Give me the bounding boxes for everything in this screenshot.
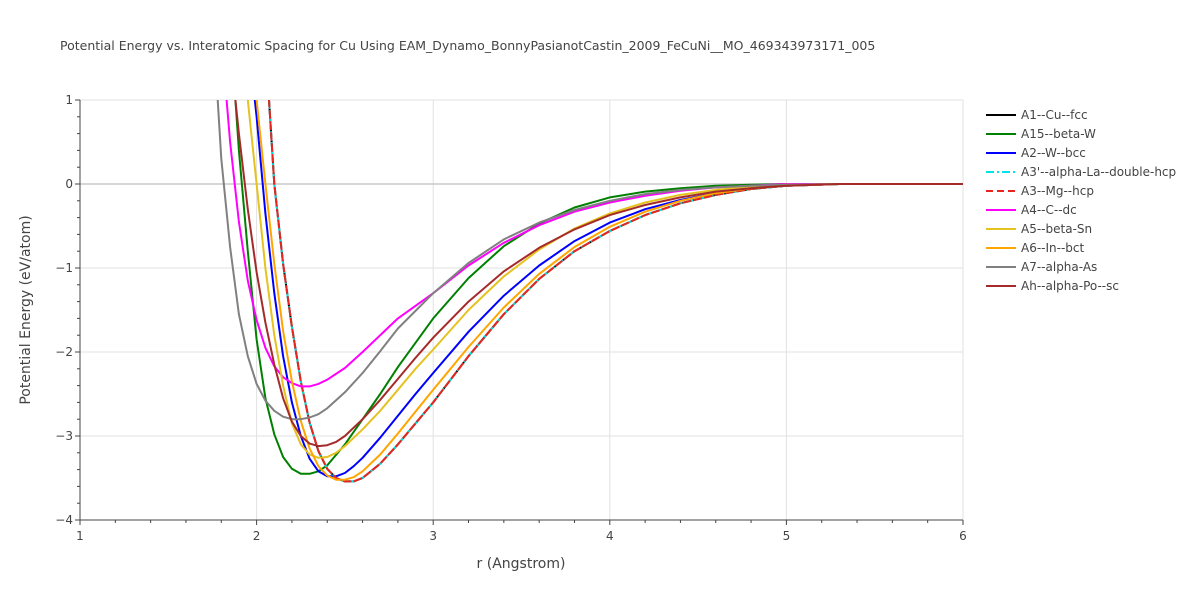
legend-label: A15--beta-W (1021, 127, 1096, 141)
legend-item-4[interactable]: A3--Mg--hcp (986, 184, 1094, 198)
x-tick-label: 3 (429, 529, 437, 543)
legend-item-2[interactable]: A2--W--bcc (986, 146, 1086, 160)
legend-item-6[interactable]: A5--beta-Sn (986, 222, 1092, 236)
x-axis-title: r (Angstrom) (477, 556, 566, 572)
y-tick-label: −3 (55, 429, 73, 443)
legend-item-5[interactable]: A4--C--dc (986, 203, 1077, 217)
y-tick-label: −2 (55, 345, 73, 359)
legend[interactable]: A1--Cu--fcc A15--beta-W A2--W--bcc A3'--alp… (986, 108, 1176, 293)
axes (75, 99, 964, 525)
y-tick-label: −1 (55, 261, 73, 275)
x-tick-label: 4 (606, 529, 614, 543)
legend-label: A5--beta-Sn (1021, 222, 1092, 236)
legend-item-7[interactable]: A6--In--bct (986, 241, 1085, 255)
y-tick-label: −4 (55, 513, 73, 527)
series-line-4 (268, 100, 963, 483)
y-axis-title: Potential Energy (eV/atom) (18, 215, 34, 404)
x-tick-label: 6 (959, 529, 967, 543)
legend-label: A2--W--bcc (1021, 146, 1086, 160)
series-line-1 (234, 100, 963, 475)
series-line-8 (216, 100, 963, 421)
x-tick-label: 2 (253, 529, 261, 543)
series-line-9 (234, 100, 963, 448)
y-tick-labels: 1 0 −1 −2 −3 −4 (55, 93, 73, 527)
y-tick-label: 1 (65, 93, 73, 107)
legend-label: A7--alpha-As (1021, 260, 1097, 274)
x-tick-label: 5 (783, 529, 791, 543)
x-tick-labels: 1 2 3 4 5 6 (76, 529, 967, 543)
legend-item-8[interactable]: A7--alpha-As (986, 260, 1097, 274)
series-lines (216, 100, 963, 483)
legend-item-3[interactable]: A3'--alpha-La--double-hcp (986, 165, 1176, 179)
legend-label: A4--C--dc (1021, 203, 1077, 217)
legend-item-1[interactable]: A15--beta-W (986, 127, 1096, 141)
legend-label: A6--In--bct (1021, 241, 1085, 255)
chart-title: Potential Energy vs. Interatomic Spacing… (60, 38, 875, 53)
legend-label: A3--Mg--hcp (1021, 184, 1094, 198)
legend-label: A1--Cu--fcc (1021, 108, 1088, 122)
legend-item-0[interactable]: A1--Cu--fcc (986, 108, 1088, 122)
series-line-6 (246, 100, 963, 459)
legend-item-9[interactable]: Ah--alpha-Po--sc (986, 279, 1119, 293)
y-tick-label: 0 (65, 177, 73, 191)
legend-label: Ah--alpha-Po--sc (1021, 279, 1119, 293)
series-line-7 (255, 100, 963, 481)
legend-label: A3'--alpha-La--double-hcp (1021, 165, 1176, 179)
x-tick-label: 1 (76, 529, 84, 543)
